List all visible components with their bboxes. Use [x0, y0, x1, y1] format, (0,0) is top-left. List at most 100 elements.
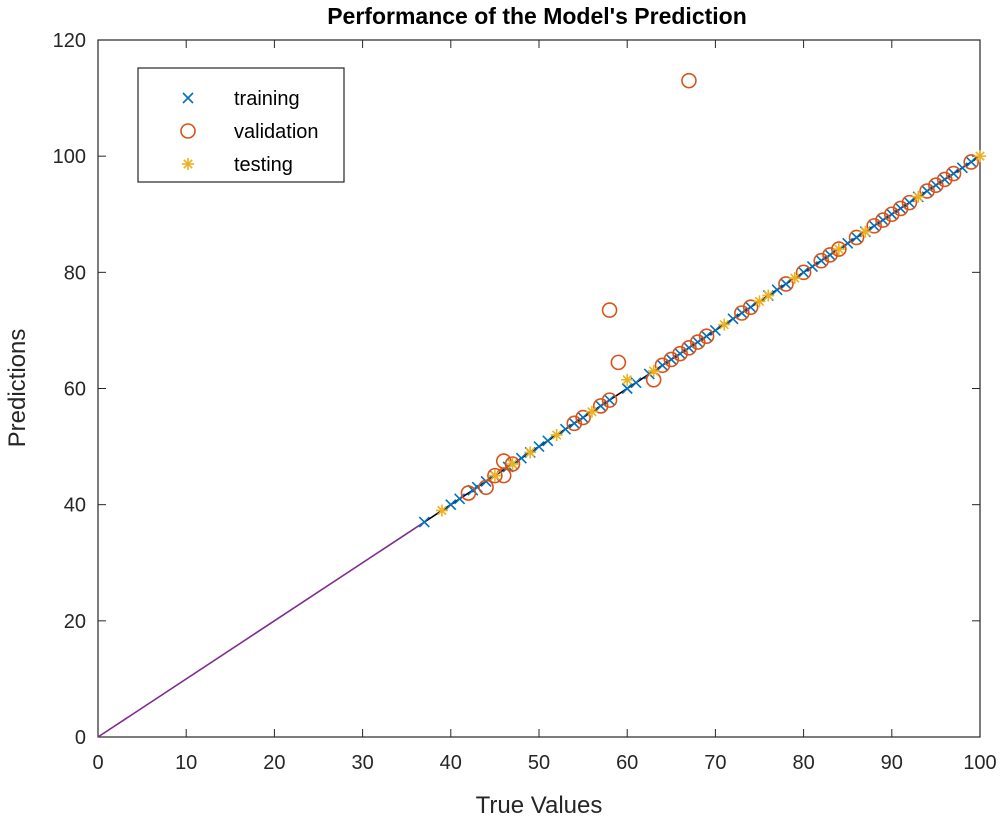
training-point [603, 394, 616, 406]
testing-point-stroke-d2 [648, 366, 659, 376]
testing-point-stroke-d2 [490, 470, 500, 481]
training-point-stroke-b [947, 168, 960, 180]
training-point-stroke-b [745, 301, 757, 313]
training-point-stroke-b [542, 435, 554, 447]
training-point [559, 423, 572, 435]
testing-point [912, 190, 925, 203]
training-point [674, 348, 686, 360]
testing-point [647, 365, 660, 378]
training-point [815, 255, 827, 267]
testing-point-stroke-d2 [975, 151, 985, 161]
training-point-stroke-b [533, 441, 545, 453]
training-point [947, 168, 960, 180]
training-point [515, 452, 527, 464]
x-tick-label: 100 [963, 752, 996, 774]
legend-marker-validation [180, 123, 196, 139]
validation-point [681, 72, 697, 89]
x-tick-label: 10 [175, 752, 197, 774]
validation-point [601, 392, 618, 408]
legend-label-testing: testing [234, 154, 293, 176]
training-point-stroke-b [903, 197, 916, 209]
validation-point [592, 398, 609, 414]
training-point-stroke-b [780, 278, 792, 290]
y-tick-label: 20 [64, 611, 86, 633]
training-point [850, 231, 863, 244]
validation-point [795, 264, 812, 281]
validation-point [883, 206, 900, 223]
series-testing [435, 150, 986, 517]
training-point [806, 260, 818, 273]
legend-marker-training-stroke-b [182, 92, 194, 104]
training-point-stroke-b [674, 348, 686, 360]
x-tick-label: 90 [881, 752, 903, 774]
testing-point [974, 150, 986, 163]
x-tick-label: 50 [528, 752, 550, 774]
testing-point-stroke-d2 [525, 447, 535, 458]
training-point [709, 324, 721, 336]
validation-point [478, 479, 494, 496]
training-point [824, 249, 836, 261]
testing-point-stroke-d2 [754, 296, 765, 307]
training-point-stroke-b [824, 249, 836, 261]
training-point [798, 266, 810, 278]
testing-point-stroke-d2 [551, 430, 562, 440]
training-point [692, 336, 704, 348]
training-point-stroke-b [630, 377, 642, 389]
testing-point [762, 289, 775, 302]
validation-point [919, 183, 935, 199]
legend-box [137, 67, 345, 183]
validation-point [734, 305, 750, 321]
training-point [480, 475, 492, 487]
training-point [736, 307, 748, 319]
validation-point [813, 252, 830, 269]
legend-marker-training [182, 92, 194, 104]
testing-point [524, 446, 537, 459]
training-point-stroke-b [771, 284, 783, 296]
training-point-stroke-b [656, 359, 669, 371]
testing-point [488, 469, 501, 482]
testing-point [718, 318, 731, 331]
testing-point-stroke-d2 [834, 244, 844, 254]
training-point-stroke-b [577, 411, 589, 424]
fit-line [423, 155, 981, 523]
plot-area: 0 10 20 30 40 50 60 70 80 90 100 0 20 40 60 80 100 120 [53, 30, 997, 774]
testing-point [585, 405, 598, 418]
validation-point [831, 241, 847, 257]
training-point-stroke-b [515, 452, 527, 464]
training-point [665, 353, 677, 366]
validation-point [778, 276, 794, 292]
training-point-stroke-b [595, 400, 607, 412]
training-point [727, 313, 739, 325]
y-tick-label: 0 [75, 727, 86, 749]
training-point [621, 382, 633, 395]
testing-point [832, 243, 845, 256]
training-point [956, 162, 968, 174]
training-point-stroke-b [842, 237, 854, 249]
validation-point [681, 340, 697, 356]
testing-point-stroke-d2 [437, 505, 447, 516]
validation-point [866, 218, 882, 234]
training-point-stroke-b [930, 179, 942, 191]
training-point-stroke-b [418, 516, 430, 528]
validation-point [460, 485, 477, 501]
testing-point [753, 295, 766, 308]
training-point-stroke-b [683, 342, 695, 354]
x-axis-label: True Values [476, 792, 603, 819]
validation-point [875, 212, 891, 228]
training-point-stroke-b [727, 313, 739, 325]
validation-point [822, 247, 838, 263]
validation-point [689, 334, 706, 350]
validation-point [742, 299, 759, 315]
testing-point [859, 225, 872, 238]
training-point-stroke-b [559, 423, 572, 435]
training-point [842, 237, 854, 249]
validation-point [672, 345, 688, 362]
x-tick-label: 70 [704, 752, 726, 774]
training-point-stroke-b [956, 162, 968, 174]
series-training [418, 156, 977, 528]
training-point-stroke-b [445, 499, 457, 511]
validation-point [504, 456, 521, 472]
validation-point [601, 302, 618, 318]
training-point-stroke-b [798, 266, 810, 278]
testing-point-stroke-d2 [507, 459, 518, 469]
